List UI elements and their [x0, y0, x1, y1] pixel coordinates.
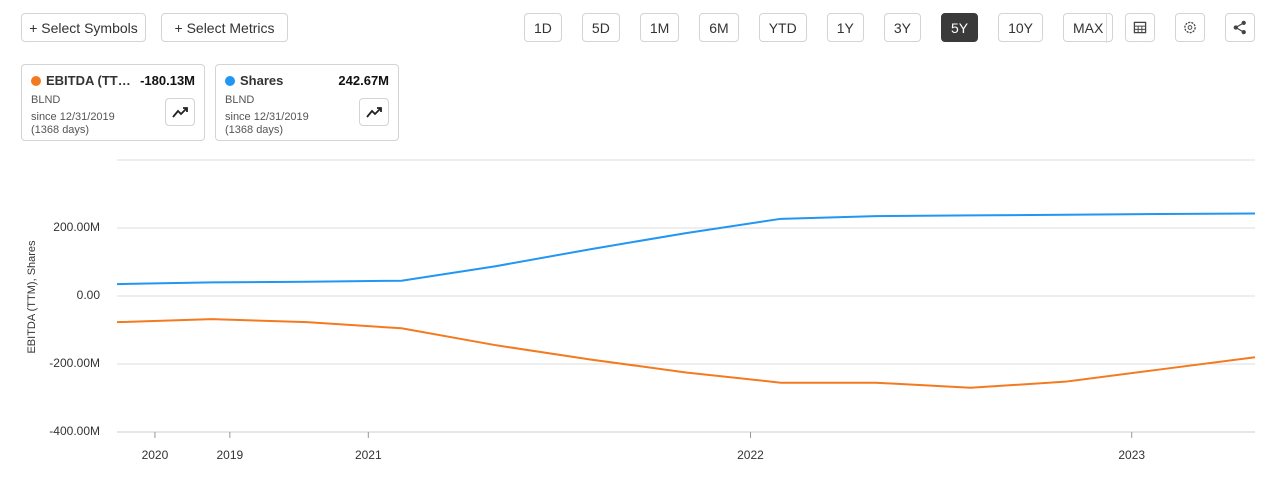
- trend-icon: [172, 107, 188, 118]
- y-tick-label: -200.00M: [49, 356, 100, 370]
- x-tick-label: 2019: [217, 448, 244, 462]
- range-button[interactable]: 3Y: [883, 13, 921, 42]
- select-symbols[interactable]: + Select Symbols: [21, 13, 146, 42]
- legend-dot: [31, 75, 41, 86]
- since-date: since 12/31/2019: [225, 111, 309, 123]
- legend-entry: EBITDA (TT…: [31, 73, 131, 88]
- trend-button[interactable]: [359, 98, 389, 126]
- x-tick-label: 2022: [737, 448, 764, 462]
- x-tick-label: 2021: [355, 448, 382, 462]
- legend-card: EBITDA (TT… -180.13M BLND since 12/31/2019(…: [21, 64, 205, 141]
- ticker: BLND: [31, 94, 61, 106]
- range-button[interactable]: 10Y: [998, 13, 1044, 42]
- select-metrics[interactable]: + Select Metrics: [161, 13, 288, 42]
- range-button[interactable]: 1D: [524, 13, 562, 42]
- legend-value: -180.13M: [140, 73, 195, 88]
- y-tick-label: -400.00M: [49, 424, 100, 438]
- since-days: (1368 days): [225, 124, 284, 136]
- divider: [1106, 13, 1107, 43]
- range-button[interactable]: 1M: [639, 13, 680, 42]
- legend-value: 242.67M: [338, 73, 389, 88]
- range-button[interactable]: MAX: [1063, 13, 1114, 42]
- share-button[interactable]: [1225, 13, 1255, 42]
- since-info: since 12/31/2019 (1368 days): [225, 111, 309, 137]
- since-info: since 12/31/2019 (1368 days): [31, 111, 115, 137]
- range-button[interactable]: 5D: [581, 13, 620, 42]
- since-date: since 12/31/2019: [31, 111, 115, 123]
- range-button[interactable]: YTD: [758, 13, 807, 42]
- since-days: (1368 days): [31, 124, 90, 136]
- line-series: [116, 318, 1256, 389]
- settings-button[interactable]: [1175, 13, 1205, 42]
- range-button[interactable]: 5Y: [940, 13, 979, 42]
- trend-icon: [366, 107, 382, 118]
- y-axis-title: EBITDA (TTM), Shares: [26, 240, 38, 354]
- legend-name: EBITDA (TT…: [46, 73, 131, 88]
- x-tick-label: 2020: [142, 448, 169, 462]
- range-button[interactable]: 6M: [699, 13, 739, 42]
- x-tick-label: 2023: [1118, 448, 1145, 462]
- trend-button[interactable]: [165, 98, 195, 126]
- y-tick-label: 200.00M: [53, 220, 100, 234]
- line-series: [116, 212, 1256, 286]
- range-button[interactable]: 1Y: [826, 13, 864, 42]
- legend-entry: Shares: [225, 73, 283, 88]
- ticker: BLND: [225, 94, 255, 106]
- y-tick-label: 0.00: [77, 288, 101, 302]
- table-button[interactable]: [1125, 13, 1155, 42]
- legend-name: Shares: [240, 73, 284, 88]
- legend-card: Shares 242.67M BLND since 12/31/2019 (1368 d…: [215, 64, 399, 141]
- legend-dot: [225, 75, 235, 86]
- range-buttons: 1D 5D 1M 6M YTD 1Y 3Y 5Y 10Y MAX: [524, 13, 1114, 42]
